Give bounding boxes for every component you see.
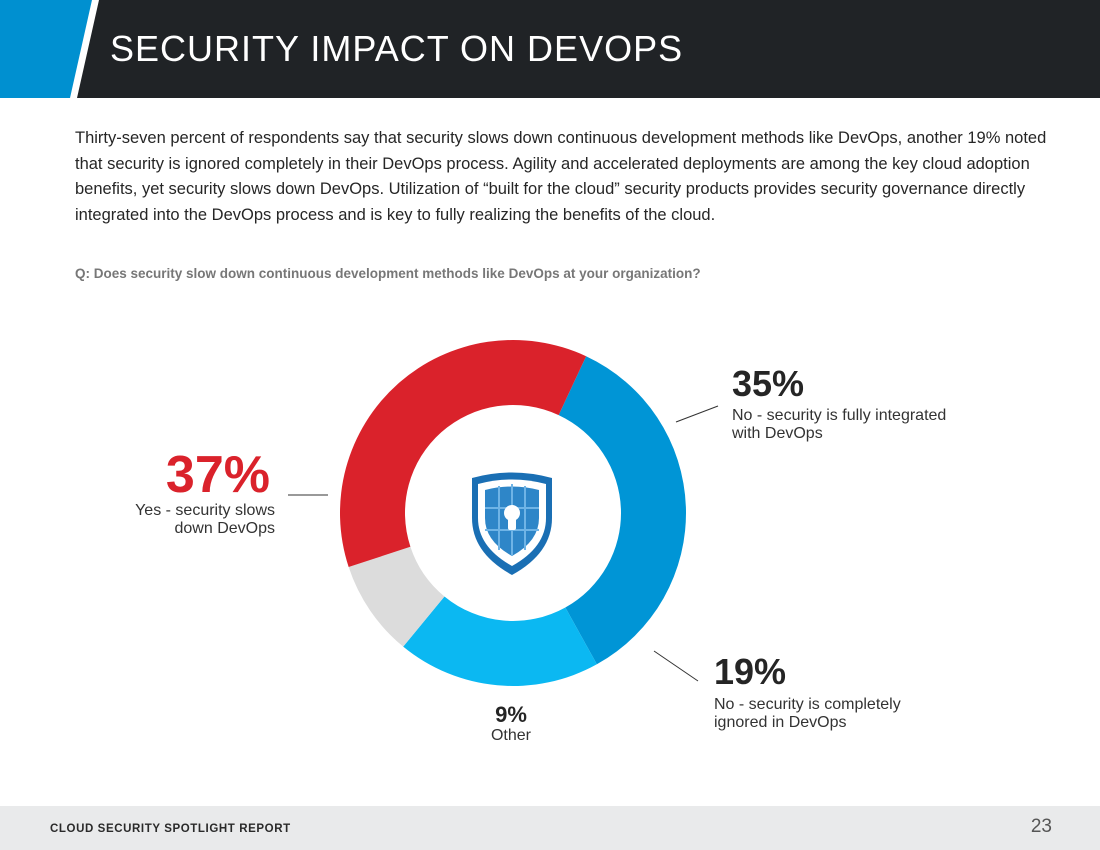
donut-slices bbox=[340, 340, 686, 686]
leader-lines bbox=[288, 405, 719, 682]
footer-bar: CLOUD SECURITY SPOTLIGHT REPORT 23 bbox=[0, 806, 1100, 850]
leader-line-no-ignored bbox=[653, 650, 699, 682]
donut-slice-other bbox=[348, 546, 445, 647]
header-bar: SECURITY IMPACT ON DEVOPS bbox=[0, 0, 1100, 98]
header-background bbox=[0, 0, 1100, 98]
leader-line-no-integrated bbox=[675, 405, 719, 423]
donut-chart bbox=[288, 340, 719, 686]
header-accent-stripe bbox=[0, 0, 92, 98]
donut-slice-yes-slows bbox=[340, 340, 587, 568]
page-number: 23 bbox=[1030, 816, 1052, 837]
pct-label-no-integrated: 35% bbox=[732, 363, 805, 404]
slice-label-other: Other bbox=[490, 727, 531, 744]
survey-question: Q: Does security slow down continuous de… bbox=[75, 266, 701, 281]
donut-slice-no-ignored bbox=[403, 596, 597, 686]
slice-label-no-integrated: No - security is fully integrated with D… bbox=[732, 407, 947, 442]
page-title: SECURITY IMPACT ON DEVOPS bbox=[110, 28, 684, 69]
footer-report-title: CLOUD SECURITY SPOTLIGHT REPORT bbox=[50, 823, 291, 835]
slice-label-yes-slows: Yes - security slows down DevOps bbox=[135, 502, 275, 537]
donut-slice-no-integrated bbox=[558, 356, 686, 665]
pct-label-other: 9% bbox=[495, 702, 527, 727]
intro-paragraph: Thirty-seven percent of respondents say … bbox=[75, 129, 1047, 224]
header-dark-band bbox=[77, 0, 1100, 98]
pct-label-no-ignored: 19% bbox=[714, 651, 787, 692]
pct-label-yes-slows: 37% bbox=[165, 446, 270, 504]
slice-label-no-ignored: No - security is completely ignored in D… bbox=[714, 696, 901, 731]
shield-lock-icon bbox=[472, 472, 552, 575]
